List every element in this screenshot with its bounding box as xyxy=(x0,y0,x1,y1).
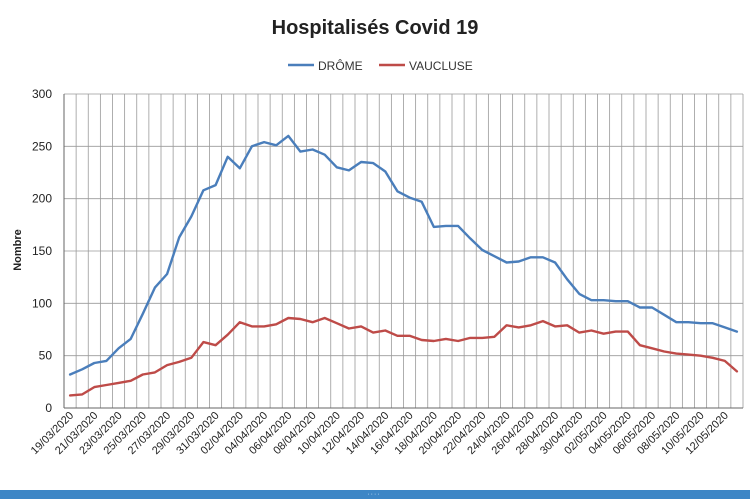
series-line-vaucluse xyxy=(68,316,739,397)
y-tick-label: 150 xyxy=(32,244,52,258)
y-tick-label: 50 xyxy=(39,349,53,363)
bottom-scroll-bar[interactable] xyxy=(0,490,750,499)
y-axis-label: Nombre xyxy=(12,229,24,271)
y-tick-label: 100 xyxy=(32,296,52,310)
y-tick-label: 0 xyxy=(45,401,52,415)
legend: DRÔME VAUCLUSE xyxy=(288,58,473,73)
y-tick-label: 250 xyxy=(32,139,52,153)
y-axis-ticks: 0 50 100 150 200 250 300 xyxy=(32,87,52,415)
y-tick-label: 300 xyxy=(32,87,52,101)
legend-label-vaucluse: VAUCLUSE xyxy=(409,59,473,73)
legend-label-drome: DRÔME xyxy=(318,58,363,73)
plot-grid xyxy=(63,93,744,409)
chart-title: Hospitalisés Covid 19 xyxy=(272,17,479,39)
scroll-grip-icon[interactable]: ···· xyxy=(367,491,381,498)
y-tick-label: 200 xyxy=(32,192,52,206)
series-line-drome xyxy=(68,134,739,376)
x-axis-ticks: 19/03/202021/03/202023/03/202025/03/2020… xyxy=(29,410,731,457)
series-layer xyxy=(68,134,739,397)
